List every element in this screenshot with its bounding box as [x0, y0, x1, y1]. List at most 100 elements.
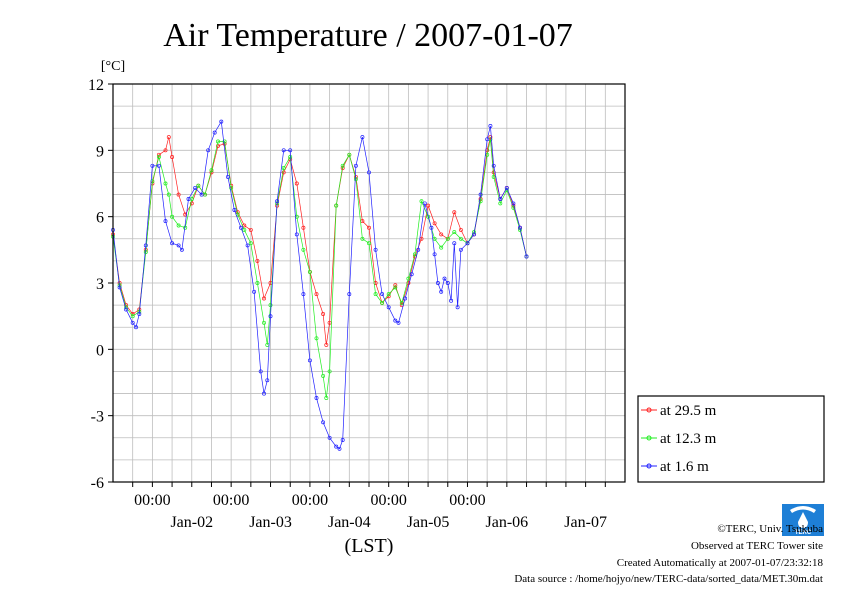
series-point: [248, 241, 253, 246]
series-point: [163, 148, 168, 153]
series-point: [134, 325, 138, 330]
series-point: [380, 300, 385, 305]
series-point: [439, 245, 444, 250]
series-point: [245, 243, 250, 248]
series-line: [112, 139, 527, 399]
series-group: [111, 135, 529, 347]
chart-title: Air Temperature / 2007-01-07: [163, 17, 573, 54]
series-point: [406, 281, 411, 285]
series-point: [393, 318, 398, 323]
series-point: [156, 163, 161, 168]
series-point: [314, 396, 319, 400]
series-point: [258, 369, 263, 374]
series-point: [445, 236, 450, 241]
series-point: [491, 163, 496, 168]
series-point: [419, 199, 424, 204]
series-point: [229, 185, 234, 190]
series-point: [380, 292, 385, 297]
series-point: [166, 135, 171, 140]
series-point: [455, 305, 460, 310]
series-point: [524, 254, 529, 259]
x-date-label: Jan-07: [564, 514, 607, 531]
series-point: [176, 223, 181, 228]
series-point: [347, 292, 352, 297]
series-point: [386, 292, 391, 297]
series-point: [432, 221, 437, 226]
series-point: [163, 219, 168, 224]
series-point: [176, 192, 181, 197]
grid-lines: [113, 84, 625, 482]
series-point: [511, 205, 516, 210]
series-point: [262, 296, 266, 301]
series-point: [314, 292, 319, 297]
series-point: [488, 135, 493, 140]
series-point: [334, 444, 339, 449]
series-point: [137, 312, 142, 316]
series-point: [314, 336, 319, 341]
series-point: [170, 241, 175, 246]
series-lines: [111, 119, 529, 451]
series-point: [324, 396, 329, 400]
logo-wave-icon: [790, 506, 816, 513]
series-point: [222, 139, 227, 144]
series-point: [301, 292, 306, 297]
series-point: [219, 119, 224, 124]
series-point: [406, 276, 411, 281]
series-point: [373, 292, 378, 297]
series-point: [334, 203, 339, 208]
series-point: [117, 285, 122, 290]
copyright-text: ©TERC, Univ. Tsukuba: [717, 523, 823, 535]
series-point: [429, 225, 434, 230]
series-point: [275, 199, 280, 204]
series-point: [186, 197, 191, 201]
series-point: [255, 258, 260, 263]
series-point: [393, 283, 398, 288]
x-time-label: 00:00: [292, 492, 328, 509]
terc-logo: TERC: [782, 504, 824, 536]
x-time-label: 00:00: [449, 492, 485, 509]
series-point: [412, 252, 417, 257]
series-point: [301, 247, 306, 252]
series-point: [209, 168, 214, 173]
y-tick-label: -6: [91, 475, 104, 492]
series-point: [393, 285, 398, 290]
y-tick-label: 6: [96, 210, 104, 227]
y-tick-label: 0: [96, 342, 104, 359]
series-line: [112, 137, 527, 345]
series-point: [426, 203, 431, 208]
series-point: [321, 420, 326, 425]
series-point: [199, 192, 204, 197]
series-point: [478, 192, 483, 197]
series-point: [452, 241, 457, 246]
series-point: [281, 166, 286, 170]
series-group: [111, 119, 529, 451]
series-point: [242, 227, 247, 232]
series-point: [179, 247, 184, 252]
series-point: [327, 369, 332, 374]
series-point: [216, 143, 220, 148]
series-line: [112, 120, 527, 450]
legend-marker: [646, 463, 652, 469]
created-text: Created Automatically at 2007-01-07/23:3…: [617, 557, 824, 569]
series-point: [504, 185, 509, 190]
series-point: [327, 435, 332, 440]
series-point: [360, 236, 365, 241]
series-point: [268, 314, 273, 319]
logo-text: TERC: [795, 530, 812, 536]
x-axis-label: (LST): [345, 535, 394, 557]
series-point: [386, 305, 391, 310]
series-point: [367, 241, 371, 246]
series-point: [491, 174, 496, 179]
series-point: [511, 201, 516, 206]
series-point: [472, 232, 476, 237]
series-point: [337, 446, 342, 451]
series-point: [163, 181, 168, 186]
legend-marker: [646, 435, 652, 441]
series-point: [403, 296, 408, 301]
series-point: [409, 272, 414, 277]
logo-drop-icon: [798, 512, 808, 528]
series-point: [416, 247, 421, 252]
series-point: [445, 281, 450, 285]
